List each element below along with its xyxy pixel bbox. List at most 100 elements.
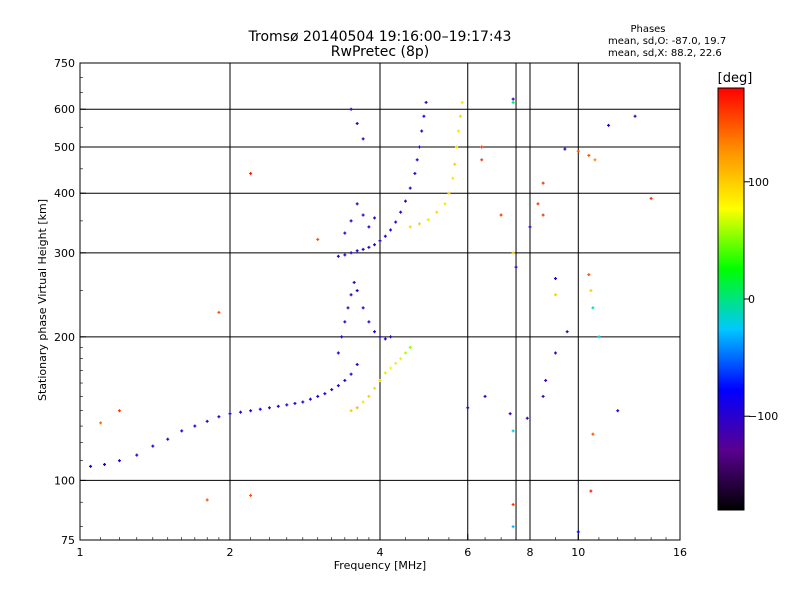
data-point [340, 335, 344, 339]
data-point [249, 409, 253, 413]
data-point [633, 114, 637, 118]
data-point [316, 394, 320, 398]
data-point [135, 453, 139, 457]
chart-subtitle: RwPretec (8p) [331, 44, 429, 60]
data-point [228, 412, 232, 416]
data-point [316, 237, 320, 241]
y-tick-label: 400 [54, 187, 75, 200]
data-point [361, 247, 365, 251]
data-point [417, 222, 421, 226]
data-point [361, 400, 365, 404]
data-point [389, 228, 393, 232]
data-point [373, 216, 377, 220]
data-point [103, 462, 107, 466]
data-point [378, 239, 382, 243]
data-point [394, 220, 398, 224]
data-point [349, 409, 353, 413]
data-point [239, 410, 243, 414]
data-point [422, 114, 426, 118]
data-point [99, 421, 103, 425]
data-point [117, 459, 121, 463]
chart-title: Tromsø 20140504 19:16:00–19:17:43 [248, 29, 512, 45]
data-point [591, 432, 595, 436]
x-tick-label: 4 [377, 546, 384, 559]
data-point [166, 437, 170, 441]
data-point [460, 100, 464, 104]
data-point [593, 158, 597, 162]
data-point [151, 444, 155, 448]
data-point [565, 330, 569, 334]
y-axis-ticks: 75 100 200 300 400 500 600 750 [54, 57, 86, 547]
data-point [361, 137, 365, 141]
colorbar-tick-label: −100 [748, 410, 778, 423]
data-point [587, 153, 591, 157]
y-tick-label: 200 [54, 331, 75, 344]
data-point [447, 191, 451, 195]
data-point [383, 234, 387, 238]
data-point [553, 351, 557, 355]
data-point [455, 145, 459, 149]
data-point [373, 243, 377, 247]
data-point [361, 306, 365, 310]
data-point [649, 196, 653, 200]
data-point [394, 361, 398, 365]
stats-o-mode: mean, sd,O: -87.0, 19.7 [608, 36, 726, 47]
data-point [343, 253, 347, 257]
data-point [597, 335, 601, 339]
data-point [553, 277, 557, 281]
data-point [399, 210, 403, 214]
x-axis-label: Frequency [MHz] [334, 559, 426, 572]
data-point [355, 289, 359, 293]
data-point [249, 493, 253, 497]
data-point [373, 386, 377, 390]
data-point [426, 218, 430, 222]
data-point [536, 202, 540, 206]
data-point [217, 310, 221, 314]
data-point [607, 123, 611, 127]
data-point [541, 181, 545, 185]
y-tick-label: 100 [54, 474, 75, 487]
data-point [563, 147, 567, 151]
data-point [420, 129, 424, 133]
data-point [508, 412, 512, 416]
stats-x-mode: mean, sd,X: 88.2, 22.6 [608, 48, 722, 59]
data-point [355, 122, 359, 126]
data-point [511, 100, 515, 104]
data-point [399, 357, 403, 361]
stats-heading: Phases [630, 24, 665, 35]
data-point [383, 337, 387, 341]
data-point [373, 330, 377, 334]
data-point [408, 345, 412, 349]
data-point [343, 320, 347, 324]
data-point [117, 409, 121, 413]
data-point [576, 149, 580, 153]
x-tick-label: 1 [77, 546, 84, 559]
data-point [367, 245, 371, 249]
data-point [193, 424, 197, 428]
data-point [361, 213, 365, 217]
data-point [378, 335, 382, 339]
data-point [276, 404, 280, 408]
x-tick-label: 6 [464, 546, 471, 559]
data-point [511, 251, 515, 255]
grid-layer [80, 63, 680, 540]
data-point [258, 407, 262, 411]
data-point [349, 251, 353, 255]
data-point [389, 335, 393, 339]
data-point [285, 403, 289, 407]
data-point [336, 351, 340, 355]
data-point [352, 280, 356, 284]
data-point [415, 158, 419, 162]
data-point [541, 394, 545, 398]
x-tick-label: 10 [571, 546, 585, 559]
colorbar-label: [deg] [718, 71, 753, 86]
data-point [336, 254, 340, 258]
data-point [408, 186, 412, 190]
data-point [424, 100, 428, 104]
data-point [499, 213, 503, 217]
data-point [413, 171, 417, 175]
data-point [343, 231, 347, 235]
data-point [89, 464, 93, 468]
x-tick-label: 16 [673, 546, 687, 559]
data-point [587, 273, 591, 277]
